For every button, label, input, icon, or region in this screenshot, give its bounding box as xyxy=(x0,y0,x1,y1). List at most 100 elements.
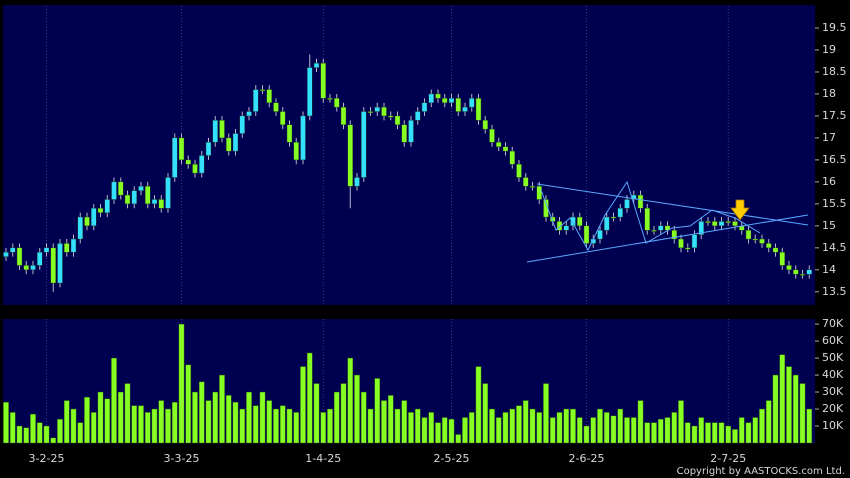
candle-body xyxy=(246,111,252,117)
volume-bar xyxy=(374,378,381,444)
candle-body xyxy=(779,252,785,266)
y-tick-label: 15 xyxy=(822,219,836,232)
volume-bar xyxy=(16,425,23,444)
candle-body xyxy=(361,111,367,178)
candle-body xyxy=(367,111,374,113)
candle-body xyxy=(300,115,306,161)
volume-bar xyxy=(462,417,468,444)
candle-body xyxy=(469,98,475,108)
y-tick-label: 19 xyxy=(822,43,836,56)
candle-body xyxy=(705,221,711,223)
y-tick-label: 14.5 xyxy=(822,241,847,254)
volume-bar xyxy=(718,422,725,444)
x-tick-label: 3-3-25 xyxy=(164,452,200,465)
candle-body xyxy=(226,137,232,152)
trend-zigzag xyxy=(540,180,761,252)
y-tick-label: 13.5 xyxy=(822,285,847,298)
candle-body xyxy=(394,115,401,125)
candle-body xyxy=(448,98,455,103)
y-tick-label: 16.5 xyxy=(822,153,847,166)
volume-bar xyxy=(333,391,340,444)
candle-body xyxy=(327,98,333,100)
candle-body xyxy=(320,62,326,99)
volume-bar xyxy=(630,417,637,444)
candle-body xyxy=(435,93,441,99)
volume-bar xyxy=(293,412,300,444)
candle-body xyxy=(259,89,266,91)
y-tick-label: 10K xyxy=(822,419,844,432)
candle-body xyxy=(766,243,772,249)
volume-bar xyxy=(698,417,705,444)
candle-body xyxy=(43,247,50,253)
candle-body xyxy=(50,247,56,284)
volume-bar xyxy=(360,391,367,444)
y-tick-label: 60K xyxy=(822,334,844,347)
x-tick-label: 3-2-25 xyxy=(29,452,65,465)
volume-bar xyxy=(367,408,374,444)
volume-bar xyxy=(529,408,536,444)
candle-body xyxy=(199,155,205,174)
volume-bar xyxy=(691,425,698,444)
volume-bar xyxy=(678,400,684,444)
candle-body xyxy=(489,128,495,143)
volume-bar xyxy=(320,412,327,444)
y-tick-label: 30K xyxy=(822,385,844,398)
volume-bar xyxy=(90,412,97,444)
volume-bar xyxy=(806,408,813,444)
candle-body xyxy=(604,216,610,231)
volume-bar xyxy=(664,417,671,444)
candle-body xyxy=(165,177,171,209)
volume-bar xyxy=(144,412,151,444)
candle-body xyxy=(232,133,239,152)
candle-body xyxy=(91,208,97,227)
candle-body xyxy=(725,221,731,223)
volume-bar xyxy=(509,408,516,444)
volume-bar xyxy=(475,366,482,444)
volume-bar xyxy=(482,383,489,444)
candle-body xyxy=(286,124,293,143)
volume-bar xyxy=(77,422,84,444)
volume-bar xyxy=(651,422,657,444)
candle-body xyxy=(70,238,77,253)
candle-body xyxy=(30,265,36,271)
volume-bar xyxy=(617,408,624,444)
candle-body xyxy=(658,225,664,231)
volume-bar xyxy=(786,366,792,444)
volume-bar xyxy=(711,422,718,444)
candle-body xyxy=(253,89,259,112)
volume-bar xyxy=(732,429,738,444)
volume-bar xyxy=(543,383,549,444)
candle-body xyxy=(97,208,104,213)
candle-body xyxy=(651,230,657,232)
volume-bar xyxy=(300,366,306,444)
candle-body xyxy=(151,199,158,205)
candle-body xyxy=(799,274,806,276)
volume-bar xyxy=(178,323,185,444)
volume-bar xyxy=(9,412,16,444)
candle-body xyxy=(178,137,185,161)
volume-bar xyxy=(489,408,495,444)
volume-bar xyxy=(151,408,158,444)
volume-bar xyxy=(30,413,36,444)
volume-bar xyxy=(165,408,171,444)
volume-bar xyxy=(799,383,806,444)
candle-body xyxy=(64,243,70,253)
candle-body xyxy=(685,247,691,250)
volume-bar xyxy=(57,419,63,444)
candle-body xyxy=(280,111,286,125)
candle-body xyxy=(732,221,738,227)
candle-body xyxy=(266,89,272,103)
y-tick-label: 20K xyxy=(822,402,844,415)
candle-body xyxy=(340,106,347,125)
volume-bar xyxy=(3,402,9,444)
candle-body xyxy=(462,106,468,112)
candle-body xyxy=(644,208,650,231)
candle-body xyxy=(37,252,43,266)
candle-body xyxy=(523,177,529,187)
candle-body xyxy=(334,98,340,108)
candle-body xyxy=(556,221,563,231)
volume-bar xyxy=(637,400,644,444)
volume-bar xyxy=(603,412,610,444)
candle-body xyxy=(381,106,387,117)
